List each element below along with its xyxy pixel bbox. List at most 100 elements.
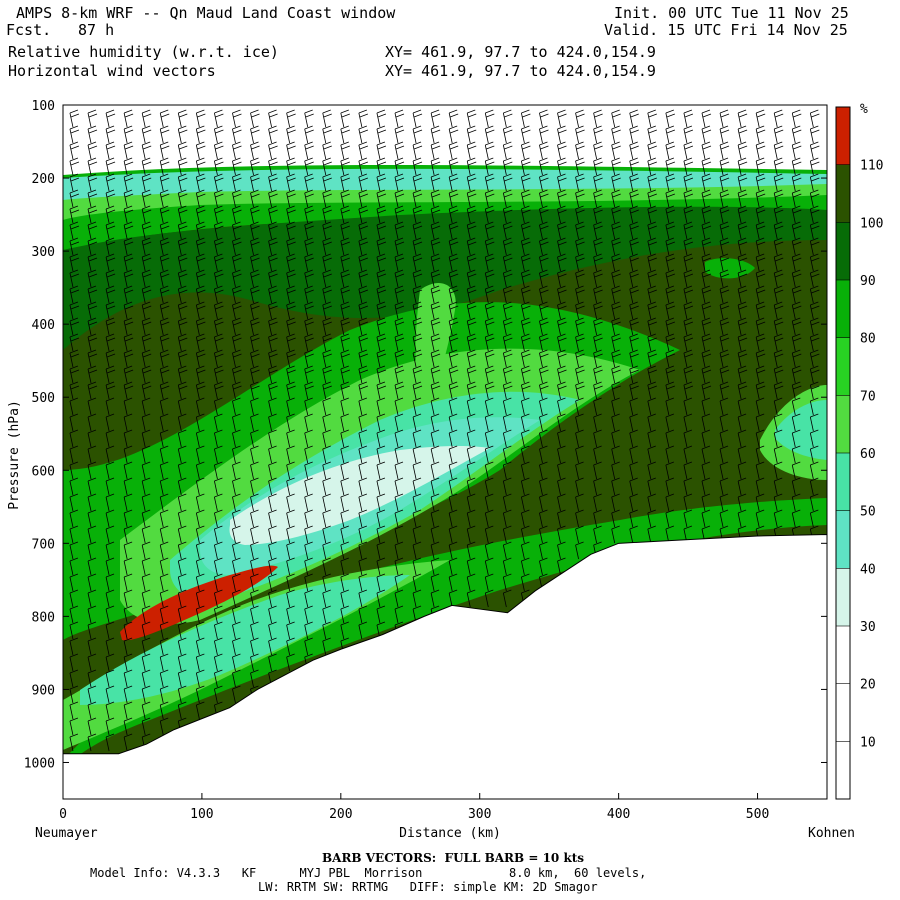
wind-barb <box>629 349 639 368</box>
wind-barb <box>87 301 98 320</box>
y-tick-label: 100 <box>32 99 55 114</box>
wind-barb <box>214 669 223 688</box>
wind-barb <box>593 253 603 272</box>
wind-barb <box>105 397 115 416</box>
wind-barb <box>557 285 567 304</box>
wind-barb <box>232 141 242 160</box>
wind-barb <box>304 525 313 544</box>
wind-barb <box>69 365 80 384</box>
wind-barb <box>448 141 459 160</box>
wind-barb <box>755 173 766 192</box>
wind-barb <box>286 301 296 320</box>
colorbar-segment <box>836 741 850 799</box>
wind-barb <box>737 253 748 272</box>
wind-barb <box>737 333 748 352</box>
wind-barb <box>809 413 819 432</box>
wind-barb <box>575 125 585 144</box>
wind-barb <box>448 509 458 528</box>
wind-barb <box>159 333 170 352</box>
wind-barb <box>214 541 223 560</box>
wind-barb <box>557 317 567 336</box>
wind-barb <box>647 221 657 240</box>
wind-barb <box>430 413 440 432</box>
wind-barb <box>232 333 242 352</box>
colorbar-segment <box>836 164 850 223</box>
wind-barb <box>322 189 332 208</box>
wind-barb <box>177 285 188 304</box>
wind-barb <box>466 365 477 384</box>
wind-barb <box>105 221 116 240</box>
wind-barb <box>430 381 441 400</box>
wind-barb <box>593 189 603 208</box>
wind-barb <box>69 605 79 624</box>
wind-barb <box>250 397 259 416</box>
wind-barb <box>430 573 440 592</box>
wind-barb <box>466 205 477 224</box>
wind-barb <box>159 525 169 544</box>
wind-barb <box>358 269 369 288</box>
band-50-right <box>775 400 827 460</box>
wind-barb <box>809 125 820 144</box>
wind-barb <box>123 685 133 704</box>
wind-barb <box>466 157 477 176</box>
wind-barb <box>521 461 530 480</box>
wind-barb <box>123 573 133 592</box>
wind-barb <box>123 253 134 272</box>
wind-barb <box>737 205 748 224</box>
colorbar-label: 20 <box>860 678 876 693</box>
wind-barb <box>575 285 585 304</box>
wind-barb <box>809 189 820 208</box>
wind-barb <box>358 349 369 368</box>
wind-barb <box>105 733 115 752</box>
wind-barb <box>665 269 676 288</box>
wind-barb <box>809 173 820 192</box>
wind-barb <box>448 541 458 560</box>
wind-barb <box>141 717 151 736</box>
wind-barb <box>376 253 387 272</box>
wind-barb <box>575 461 584 480</box>
wind-barb <box>773 141 784 160</box>
xy-range-2: XY= 461.9, 97.7 to 424.0,154.9 <box>385 62 656 80</box>
wind-barb <box>304 397 313 416</box>
wind-barb <box>557 429 566 448</box>
wind-barb <box>683 461 693 480</box>
wind-barb <box>268 557 277 576</box>
wind-barb <box>593 413 602 432</box>
wind-barb <box>358 557 368 576</box>
y-tick-label: 900 <box>32 683 55 698</box>
wind-barb <box>502 141 513 160</box>
wind-barb <box>232 109 242 128</box>
wind-barb <box>773 269 784 288</box>
wind-barb <box>105 477 115 496</box>
wind-barb <box>539 493 548 512</box>
wind-barb <box>286 189 296 208</box>
wind-barb <box>394 461 404 480</box>
wind-barb <box>250 125 260 144</box>
wind-barb <box>629 381 639 400</box>
wind-barb <box>502 317 513 336</box>
wind-barb <box>123 653 133 672</box>
wind-barb <box>593 365 603 384</box>
wind-barb <box>521 237 531 256</box>
wind-barb <box>177 269 188 288</box>
wind-barb <box>141 365 152 384</box>
wind-barb <box>340 173 350 192</box>
wind-barb <box>683 253 694 272</box>
wind-barb <box>448 477 458 496</box>
wind-barb <box>521 525 530 544</box>
wind-barb <box>268 333 278 352</box>
wind-barb <box>665 333 676 352</box>
wind-barb <box>376 589 386 608</box>
wind-barb <box>773 429 783 448</box>
wind-barb <box>69 269 80 288</box>
wind-barb <box>340 237 350 256</box>
wind-barb <box>539 301 549 320</box>
wind-barb <box>755 301 766 320</box>
wind-barb <box>268 173 278 192</box>
wind-barb <box>123 205 134 224</box>
wind-barb <box>719 285 730 304</box>
wind-barb <box>683 141 694 160</box>
wind-barb <box>141 653 151 672</box>
wind-barb <box>105 701 115 720</box>
wind-barb <box>466 109 477 128</box>
